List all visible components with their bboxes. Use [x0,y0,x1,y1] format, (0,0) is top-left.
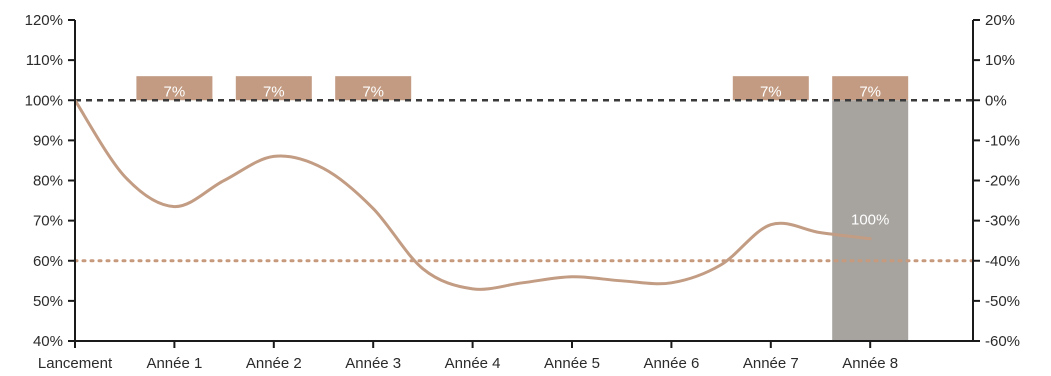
x-tick-label: Année 5 [544,355,600,372]
reference-lines-layer [73,99,975,263]
left-tick-label: 120% [25,12,63,29]
coupon-label: 7% [760,83,782,100]
right-tick-label: 0% [985,92,1007,109]
right-tick-label: -50% [985,293,1020,310]
left-tick-label: 80% [33,173,63,190]
right-tick-label: -60% [985,333,1020,350]
series-line [73,98,872,291]
coupon-box [732,76,809,101]
final-payout-bar [832,100,909,341]
coupon-box [335,76,412,101]
coupon-box [832,76,909,101]
series-layer [73,98,872,291]
x-tick-label: Année 7 [743,355,799,372]
coupon-label: 7% [164,83,186,100]
left-tick-label: 100% [25,92,63,109]
x-tick-label: Année 3 [345,355,401,372]
left-tick-label: 90% [33,132,63,149]
x-tick-label: Année 2 [246,355,302,372]
right-tick-label: 10% [985,52,1015,69]
right-tick-label: -20% [985,173,1020,190]
axes-layer [68,19,980,348]
right-tick-label: -30% [985,213,1020,230]
coupon-label: 7% [263,83,285,100]
x-tick-label: Lancement [38,355,113,372]
right-tick-label: 20% [985,12,1015,29]
coupon-label: 7% [859,83,881,100]
right-tick-label: -40% [985,253,1020,270]
x-tick-label: Année 8 [842,355,898,372]
labels-layer: 7% 7% 7% 7% 7% 100% 40% 50% 60% 70% 80% 90% 100% 110%… [25,12,1020,372]
left-tick-label: 60% [33,253,63,270]
right-tick-label: -10% [985,132,1020,149]
final-payout-label: 100% [851,212,889,229]
bars-layer [136,76,909,341]
x-tick-label: Année 1 [146,355,202,372]
left-tick-label: 110% [26,52,63,69]
coupon-box [235,76,312,101]
coupon-label: 7% [362,83,384,100]
x-tick-label: Année 4 [445,355,501,372]
left-tick-label: 70% [33,213,63,230]
coupon-box [136,76,213,101]
left-tick-label: 50% [33,293,63,310]
left-tick-label: 40% [33,333,63,350]
x-tick-label: Année 6 [643,355,699,372]
